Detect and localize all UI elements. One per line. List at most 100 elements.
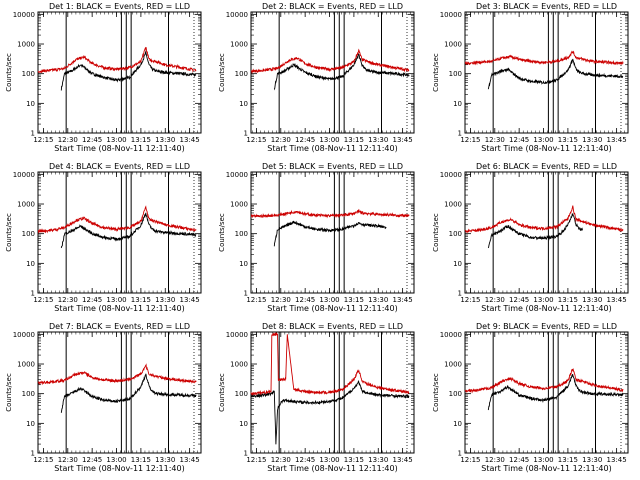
x-tick-label: 12:15 — [33, 456, 53, 464]
y-axis-label: Counts/sec — [5, 53, 13, 92]
y-tick-label: 1 — [31, 290, 35, 298]
y-tick-label: 10 — [239, 420, 248, 428]
y-tick-label: 10 — [453, 420, 462, 428]
y-tick-label: 1000 — [17, 201, 35, 209]
series-line-lld — [37, 46, 197, 73]
y-tick-label: 10 — [453, 260, 462, 268]
series-line-events — [487, 58, 624, 90]
x-tick-label: 12:45 — [82, 456, 102, 464]
y-tick-label: 1000 — [444, 361, 462, 369]
panel-title: Det 6: BLACK = Events, RED = LLD — [476, 162, 617, 171]
y-tick-label: 1 — [244, 450, 248, 458]
y-axis-label: Counts/sec — [5, 373, 13, 412]
plot-frame — [250, 171, 415, 294]
x-tick-label: 13:15 — [131, 456, 151, 464]
y-tick-label: 1 — [31, 450, 35, 458]
x-tick-label: 12:15 — [246, 296, 266, 304]
y-tick-label: 10000 — [440, 11, 462, 19]
series-line-lld — [250, 48, 410, 75]
series-line-events — [250, 379, 410, 445]
series-line-lld — [250, 208, 410, 219]
x-tick-label: 12:15 — [460, 456, 480, 464]
y-tick-label: 10000 — [226, 11, 248, 19]
y-tick-label: 100 — [449, 230, 462, 238]
x-tick-label: 13:45 — [180, 296, 200, 304]
y-tick-label: 1 — [244, 290, 248, 298]
x-tick-label: 13:30 — [368, 296, 388, 304]
series-line-events — [60, 373, 197, 413]
y-tick-label: 100 — [235, 70, 248, 78]
x-tick-label: 12:15 — [246, 136, 266, 144]
x-tick-label: 13:30 — [368, 136, 388, 144]
x-tick-label: 12:45 — [509, 296, 529, 304]
y-tick-label: 1 — [458, 450, 462, 458]
x-tick-label: 13:30 — [582, 296, 602, 304]
x-tick-label: 12:30 — [58, 456, 78, 464]
x-tick-label: 13:45 — [180, 456, 200, 464]
x-tick-label: 13:30 — [582, 136, 602, 144]
y-tick-label: 1 — [458, 130, 462, 138]
x-tick-label: 12:30 — [485, 296, 505, 304]
plot-frame — [37, 171, 202, 294]
y-tick-label: 1000 — [17, 361, 35, 369]
x-tick-label: 12:15 — [246, 456, 266, 464]
y-tick-label: 100 — [449, 70, 462, 78]
y-tick-label: 10000 — [440, 171, 462, 179]
panel-title: Det 1: BLACK = Events, RED = LLD — [49, 2, 190, 11]
x-tick-label: 13:45 — [393, 136, 413, 144]
panel-title: Det 2: BLACK = Events, RED = LLD — [262, 2, 403, 11]
x-tick-label: 12:45 — [509, 456, 529, 464]
x-tick-label: 13:00 — [533, 296, 553, 304]
plot-frame — [464, 331, 629, 454]
y-tick-label: 10000 — [13, 331, 35, 339]
x-axis-label: Start Time (08-Nov-11 12:11:40) — [54, 464, 184, 473]
y-tick-label: 10 — [26, 100, 35, 108]
y-tick-label: 10 — [239, 100, 248, 108]
y-tick-label: 1 — [31, 130, 35, 138]
y-tick-label: 10000 — [226, 331, 248, 339]
x-tick-label: 12:15 — [460, 136, 480, 144]
y-tick-label: 1000 — [230, 361, 248, 369]
x-tick-label: 13:00 — [319, 136, 339, 144]
x-tick-label: 13:15 — [558, 136, 578, 144]
series-line-lld — [464, 368, 624, 394]
x-tick-label: 12:15 — [33, 296, 53, 304]
y-tick-label: 100 — [235, 230, 248, 238]
x-axis-label: Start Time (08-Nov-11 12:11:40) — [267, 464, 397, 473]
series-line-events — [273, 220, 387, 247]
plot-frame — [250, 11, 415, 134]
y-axis-label: Counts/sec — [5, 213, 13, 252]
series-line-lld — [464, 50, 624, 66]
panel-title: Det 4: BLACK = Events, RED = LLD — [49, 162, 190, 171]
y-tick-label: 10 — [453, 100, 462, 108]
detector-panel-9: Det 9: BLACK = Events, RED = LLD 1 10 100 10… — [432, 322, 629, 473]
x-axis-label: Start Time (08-Nov-11 12:11:40) — [481, 304, 611, 313]
x-tick-label: 13:00 — [319, 456, 339, 464]
x-tick-label: 12:30 — [485, 456, 505, 464]
x-tick-label: 13:00 — [106, 456, 126, 464]
x-tick-label: 13:30 — [155, 456, 175, 464]
x-tick-label: 13:00 — [106, 296, 126, 304]
series-line-lld — [37, 205, 197, 234]
detector-panel-4: Det 4: BLACK = Events, RED = LLD 1 10 100 10… — [5, 162, 202, 313]
x-tick-label: 13:15 — [344, 296, 364, 304]
x-tick-label: 13:15 — [344, 136, 364, 144]
x-tick-label: 12:30 — [58, 136, 78, 144]
x-tick-label: 12:30 — [58, 296, 78, 304]
x-axis-label: Start Time (08-Nov-11 12:11:40) — [267, 304, 397, 313]
x-tick-label: 13:30 — [582, 456, 602, 464]
series-line-lld — [464, 205, 624, 234]
panel-title: Det 8: BLACK = Events, RED = LLD — [262, 322, 403, 331]
plot-frame — [37, 11, 202, 134]
x-tick-label: 13:45 — [607, 456, 627, 464]
y-tick-label: 10000 — [13, 11, 35, 19]
panel-title: Det 3: BLACK = Events, RED = LLD — [476, 2, 617, 11]
detector-panel-8: Det 8: BLACK = Events, RED = LLD 1 10 100 10… — [218, 322, 415, 473]
detector-panel-7: Det 7: BLACK = Events, RED = LLD 1 10 100 10… — [5, 322, 202, 473]
x-tick-label: 13:15 — [131, 136, 151, 144]
plot-frame — [464, 11, 629, 134]
plot-frame — [37, 331, 202, 454]
y-tick-label: 10000 — [13, 171, 35, 179]
y-tick-label: 100 — [235, 390, 248, 398]
